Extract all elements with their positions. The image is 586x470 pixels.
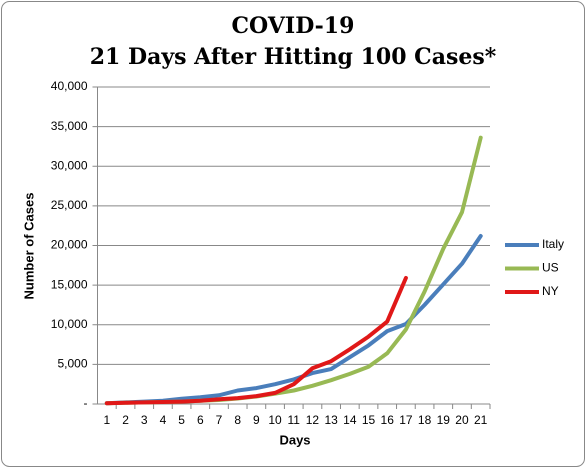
chart-title: COVID-19 — [232, 13, 355, 39]
x-tick-label: 18 — [418, 413, 432, 427]
y-tick-label: 35,000 — [51, 119, 88, 133]
x-tick-label: 13 — [324, 413, 338, 427]
x-tick-label: 17 — [399, 413, 413, 427]
legend-label: US — [542, 261, 559, 275]
x-tick-label: 5 — [178, 413, 185, 427]
y-tick-label: 25,000 — [51, 198, 88, 212]
y-tick-label: 20,000 — [51, 238, 88, 252]
x-tick-label: 12 — [306, 413, 320, 427]
y-tick-label: 5,000 — [57, 357, 87, 371]
x-tick-label: 11 — [288, 413, 301, 427]
x-tick-label: 19 — [437, 413, 451, 427]
chart-subtitle: 21 Days After Hitting 100 Cases* — [90, 44, 497, 70]
x-tick-label: 6 — [197, 413, 204, 427]
x-tick-label: 1 — [104, 413, 111, 427]
x-tick-label: 21 — [474, 413, 488, 427]
legend-label: Italy — [542, 237, 564, 251]
y-tick-label: 30,000 — [51, 158, 88, 172]
x-tick-label: 9 — [253, 413, 260, 427]
y-tick-label: - — [84, 396, 88, 410]
y-tick-label: 40,000 — [51, 79, 88, 93]
x-tick-label: 2 — [122, 413, 129, 427]
legend-label: NY — [542, 284, 559, 298]
x-axis-title: Days — [279, 432, 310, 447]
series-line — [104, 276, 408, 406]
y-axis-title: Number of Cases — [21, 193, 36, 300]
x-tick-label: 10 — [268, 413, 282, 427]
x-tick-label: 14 — [343, 413, 357, 427]
x-tick-label: 8 — [234, 413, 241, 427]
x-tick-label: 16 — [381, 413, 395, 427]
x-tick-label: 7 — [216, 413, 223, 427]
x-tick-label: 20 — [455, 413, 469, 427]
x-tick-label: 4 — [160, 413, 167, 427]
y-tick-label: 15,000 — [51, 277, 88, 291]
x-tick-label: 15 — [362, 413, 376, 427]
x-tick-label: 3 — [141, 413, 148, 427]
y-tick-label: 10,000 — [51, 317, 88, 331]
